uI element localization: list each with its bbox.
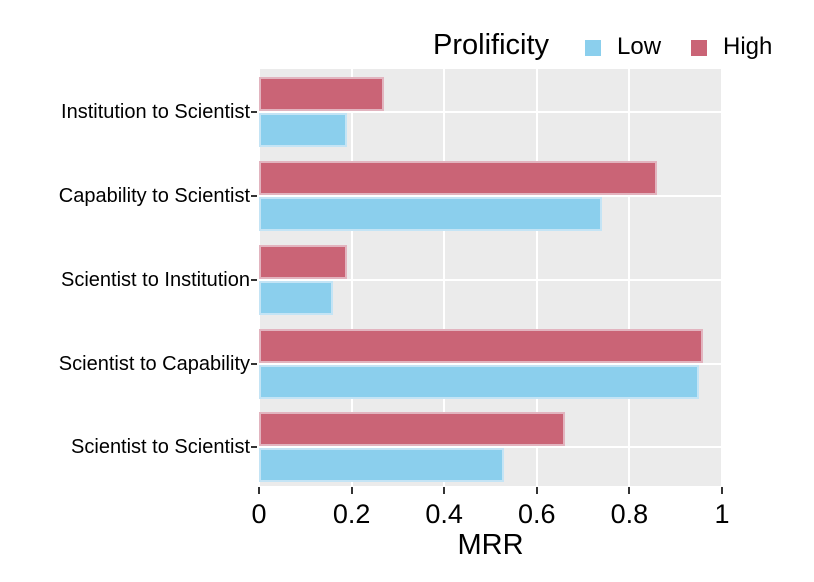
bar-low-0 [259, 113, 347, 147]
x-tick [628, 487, 631, 494]
y-axis-label: Institution to Scientist [61, 101, 250, 123]
y-tick [251, 195, 257, 197]
gridline-vertical [350, 69, 353, 486]
bar-high-3 [259, 328, 704, 363]
gridline-horizontal [259, 195, 722, 197]
y-tick [251, 362, 257, 365]
gridline-vertical [721, 69, 723, 486]
bar-low-4 [259, 448, 505, 482]
x-axis-title: MRR [457, 529, 524, 561]
gridline-vertical [628, 69, 631, 486]
gridline-vertical [443, 69, 446, 486]
x-tick-label: 0.6 [518, 499, 556, 529]
x-tick [443, 487, 446, 494]
bar-high-1 [259, 161, 658, 195]
bar-high-4 [259, 412, 565, 446]
x-tick-label: 1 [714, 499, 730, 529]
x-tick-label: 0.4 [425, 499, 463, 529]
x-tick-label: 0.2 [332, 499, 371, 529]
bar-high-2 [259, 245, 347, 279]
y-tick [251, 279, 257, 281]
plot-area [258, 69, 723, 486]
bar-low-1 [259, 197, 602, 231]
legend-label-high: High [723, 33, 773, 60]
y-axis-label: Scientist to Institution [61, 269, 250, 291]
legend-swatch-low-icon [585, 40, 601, 56]
x-tick [258, 487, 260, 494]
y-axis-label: Scientist to Scientist [71, 436, 250, 458]
y-axis-label: Scientist to Capability [58, 352, 250, 375]
legend-label-low: Low [617, 33, 662, 60]
x-tick [721, 487, 723, 494]
x-tick [350, 487, 353, 494]
gridline-horizontal [259, 279, 722, 281]
legend-swatch-high-icon [691, 40, 707, 56]
y-tick [251, 446, 257, 448]
bar-low-2 [259, 281, 334, 315]
y-axis-label: Capability to Scientist [58, 185, 250, 207]
x-tick-label: 0 [251, 499, 267, 529]
gridline-horizontal [259, 362, 722, 365]
bar-high-0 [259, 77, 384, 111]
gridline-horizontal [259, 111, 722, 113]
legend-title: Prolificity [433, 29, 550, 61]
x-tick-label: 0.8 [610, 499, 649, 529]
y-tick [251, 111, 257, 113]
bar-low-3 [259, 364, 699, 399]
gridline-vertical [535, 69, 538, 486]
x-tick [535, 487, 538, 494]
gridline-horizontal [259, 446, 722, 448]
